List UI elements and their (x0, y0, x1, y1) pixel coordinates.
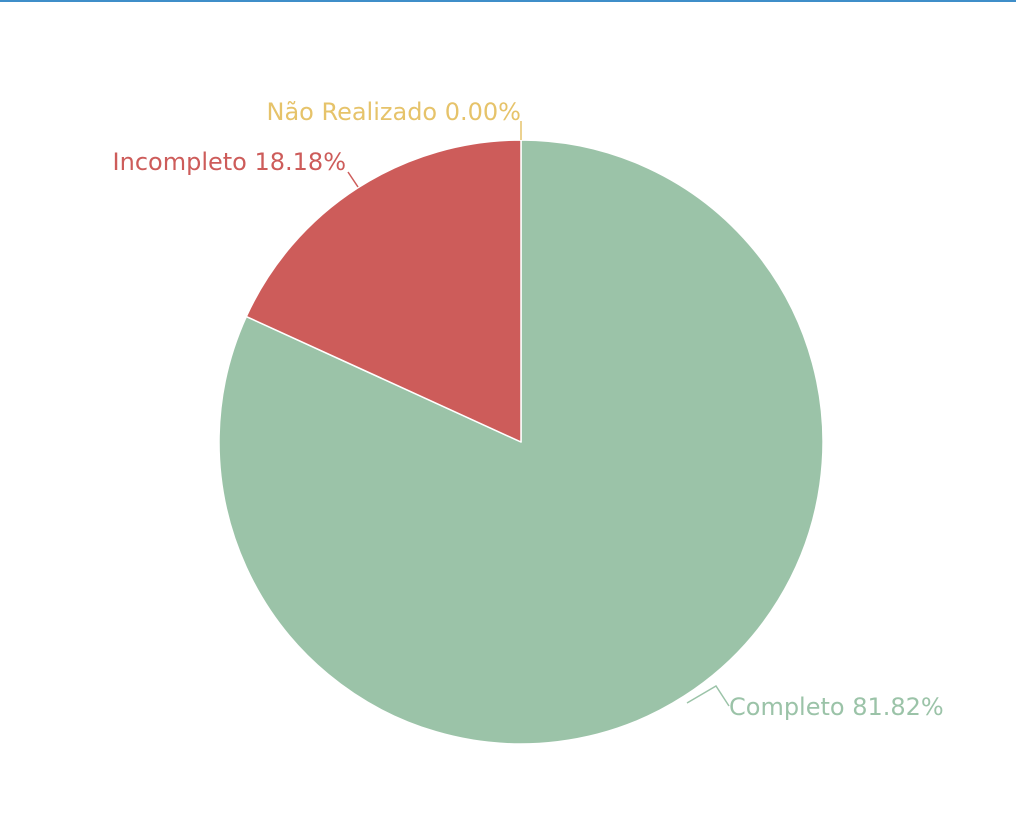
pie-leader-lines (347, 121, 730, 707)
leader-line-completo (686, 684, 730, 707)
pie-slices (218, 139, 824, 745)
pie-slice-incompleto[interactable] (245, 139, 522, 443)
pie-labels: Completo 81.82% Não Realizado 0.00% Incomp… (113, 98, 944, 721)
slice-label-incompleto: Incompleto 18.18% (113, 148, 346, 176)
top-rule (0, 0, 1016, 2)
slice-label-n-o-realizado: Não Realizado 0.00% (267, 98, 521, 126)
leader-line-incompleto (347, 171, 359, 188)
slice-label-completo: Completo 81.82% (729, 693, 944, 721)
